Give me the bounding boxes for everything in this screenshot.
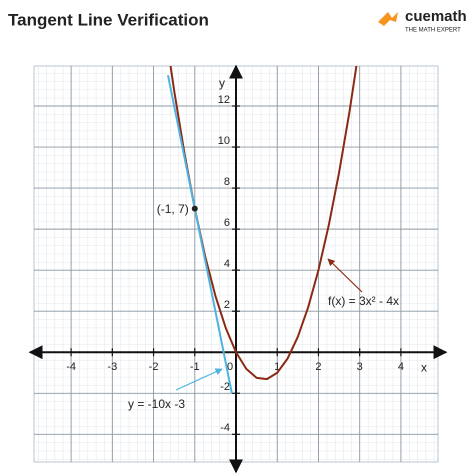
y-tick-label: 2 — [224, 299, 230, 311]
x-tick-label: 1 — [274, 361, 280, 373]
x-axis-label: x — [421, 360, 427, 374]
logo-icon — [378, 12, 398, 26]
x-tick-label: 4 — [398, 361, 404, 373]
series-line — [166, 75, 233, 394]
x-tick-label: -1 — [190, 361, 200, 373]
tangent-point — [191, 205, 198, 212]
plot-area — [166, 66, 358, 394]
y-tick-label: -4 — [220, 422, 230, 434]
annotation: (-1, 7) — [157, 202, 189, 216]
x-tick-label: -2 — [149, 361, 159, 373]
chart-title: Tangent Line Verification — [8, 10, 209, 29]
y-tick-label: 8 — [224, 176, 230, 188]
y-tick-label: -2 — [220, 381, 230, 393]
legend-label: y = -10x -3 — [128, 397, 185, 411]
y-axis-label: y — [219, 76, 225, 90]
y-tick-label: 10 — [218, 135, 230, 147]
y-tick-label: 6 — [224, 217, 230, 229]
x-tick-label: -3 — [107, 361, 117, 373]
x-tick-label: -4 — [66, 361, 76, 373]
logo-name: cuemath — [405, 8, 467, 25]
legend-arrow — [327, 258, 363, 293]
legend-arrow — [175, 368, 223, 391]
logo: cuemath THE MATH EXPERT — [378, 8, 467, 34]
x-tick-label: 3 — [357, 361, 363, 373]
y-tick-label: 4 — [224, 258, 230, 270]
legend-label: f(x) = 3x² - 4x — [328, 294, 399, 308]
logo-tagline: THE MATH EXPERT — [405, 28, 461, 34]
y-tick-label: 12 — [218, 94, 230, 106]
x-tick-label: 2 — [315, 361, 321, 373]
